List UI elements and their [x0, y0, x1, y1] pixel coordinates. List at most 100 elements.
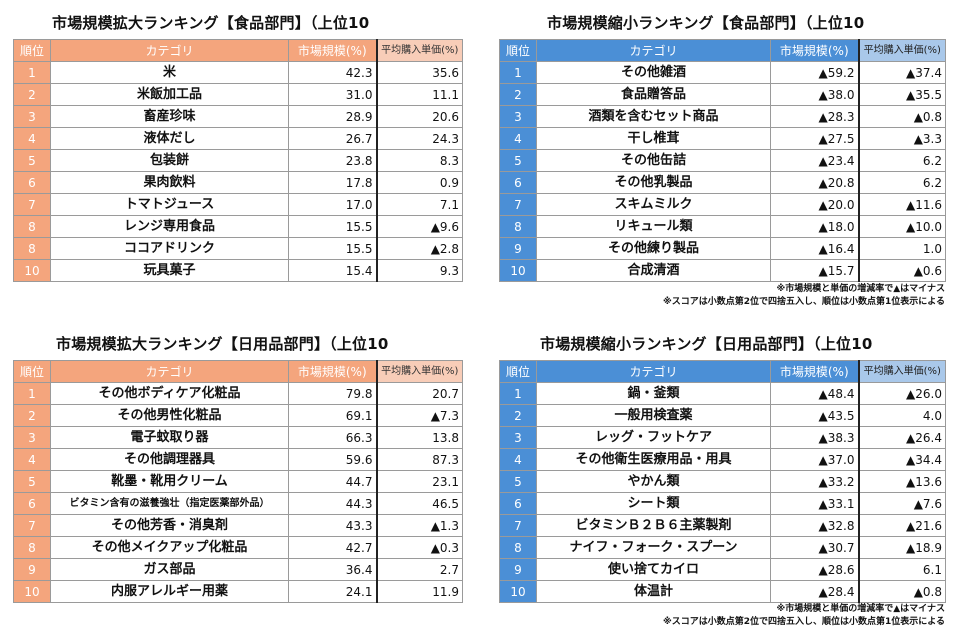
header-category: カテゴリ [50, 39, 289, 62]
market-size-cell: 24.1 [288, 580, 378, 603]
unit-price-cell: 7.1 [376, 193, 463, 216]
table-row: 7 トマトジュース 17.0 7.1 [13, 193, 463, 216]
unit-price-cell: 6.2 [858, 149, 946, 172]
unit-price-cell: ▲0.8 [858, 105, 946, 128]
unit-price-cell: ▲9.6 [376, 215, 463, 238]
panel-title-shrink-daily: 市場規模縮小ランキング【日用品部門】（上位10 [540, 335, 873, 353]
table-row: 4 液体だし 26.7 24.3 [13, 127, 463, 150]
note-line: ※市場規模と単価の増減率で▲はマイナス [776, 604, 946, 614]
rank-cell: 2 [13, 404, 51, 427]
category-cell: 畜産珍味 [50, 105, 289, 128]
table-row: 8 ココアドリンク 15.5 ▲2.8 [13, 237, 463, 260]
header-row: 順位 カテゴリ 市場規模(%) 平均購入単価(%) [499, 360, 946, 383]
market-size-cell: 42.7 [288, 536, 378, 559]
market-size-cell: ▲48.4 [770, 382, 860, 405]
header-category: カテゴリ [536, 39, 771, 62]
rank-cell: 3 [13, 426, 51, 449]
category-cell: ナイフ・フォーク・スプーン [536, 536, 771, 559]
unit-price-cell: ▲0.8 [858, 580, 946, 603]
market-size-cell: 43.3 [288, 514, 378, 537]
table-row: 2 食品贈答品 ▲38.0 ▲35.5 [499, 83, 946, 106]
rank-cell: 9 [13, 558, 51, 581]
unit-price-cell: ▲35.5 [858, 83, 946, 106]
category-cell: スキムミルク [536, 193, 771, 216]
market-size-cell: ▲38.0 [770, 83, 860, 106]
category-cell: 玩具菓子 [50, 259, 289, 282]
category-cell: 酒類を含むセット商品 [536, 105, 771, 128]
unit-price-cell: 13.8 [376, 426, 463, 449]
header-price: 平均購入単価(%) [858, 360, 946, 383]
unit-price-cell: ▲26.4 [858, 426, 946, 449]
unit-price-cell: ▲26.0 [858, 382, 946, 405]
unit-price-cell: 20.7 [376, 382, 463, 405]
rank-cell: 3 [499, 426, 537, 449]
market-size-cell: ▲15.7 [770, 259, 860, 282]
ranking-table-shrink-food: 順位 カテゴリ 市場規模(%) 平均購入単価(%) 1 その他雑酒 ▲59.2 ▲37.4 2 食… [499, 39, 946, 282]
header-rank: 順位 [499, 39, 537, 62]
category-cell: やかん類 [536, 470, 771, 493]
table-row: 9 ガス部品 36.4 2.7 [13, 558, 463, 581]
rank-cell: 1 [13, 382, 51, 405]
header-rank: 順位 [13, 39, 51, 62]
category-cell: トマトジュース [50, 193, 289, 216]
market-size-cell: ▲43.5 [770, 404, 860, 427]
unit-price-cell: ▲7.6 [858, 492, 946, 515]
unit-price-cell: ▲18.9 [858, 536, 946, 559]
category-cell: その他男性化粧品 [50, 404, 289, 427]
rank-cell: 1 [499, 61, 537, 84]
header-row: 順位 カテゴリ 市場規模(%) 平均購入単価(%) [13, 39, 463, 62]
rank-cell: 7 [499, 193, 537, 216]
table-row: 7 ビタミンＢ２Ｂ６主薬製剤 ▲32.8 ▲21.6 [499, 514, 946, 537]
unit-price-cell: 35.6 [376, 61, 463, 84]
unit-price-cell: ▲37.4 [858, 61, 946, 84]
table-row: 8 レンジ専用食品 15.5 ▲9.6 [13, 215, 463, 238]
table-row: 2 一般用検査薬 ▲43.5 4.0 [499, 404, 946, 427]
rank-cell: 4 [13, 127, 51, 150]
table-row: 10 合成清酒 ▲15.7 ▲0.6 [499, 259, 946, 282]
category-cell: 電子蚊取り器 [50, 426, 289, 449]
header-price: 平均購入単価(%) [858, 39, 946, 62]
unit-price-cell: 24.3 [376, 127, 463, 150]
market-size-cell: 15.5 [288, 215, 378, 238]
ranking-table-expand-food: 順位 カテゴリ 市場規模(%) 平均購入単価(%) 1 米 42.3 35.6 2 米飯加工品 31… [13, 39, 463, 282]
rank-cell: 8 [13, 536, 51, 559]
rank-cell: 8 [499, 536, 537, 559]
table-row: 6 シート類 ▲33.1 ▲7.6 [499, 492, 946, 515]
header-rank: 順位 [499, 360, 537, 383]
ranking-table-shrink-daily: 順位 カテゴリ 市場規模(%) 平均購入単価(%) 1 鍋・釜類 ▲48.4 ▲26.0 2 一般… [499, 360, 946, 603]
rank-cell: 8 [13, 237, 51, 260]
category-cell: 食品贈答品 [536, 83, 771, 106]
header-market: 市場規模(%) [288, 39, 378, 62]
market-size-cell: ▲16.4 [770, 237, 860, 260]
rank-cell: 10 [499, 580, 537, 603]
market-size-cell: 17.8 [288, 171, 378, 194]
category-cell: 合成清酒 [536, 259, 771, 282]
rank-cell: 6 [499, 492, 537, 515]
rank-cell: 7 [13, 514, 51, 537]
category-cell: 液体だし [50, 127, 289, 150]
market-size-cell: 15.4 [288, 259, 378, 282]
unit-price-cell: 46.5 [376, 492, 463, 515]
unit-price-cell: 1.0 [858, 237, 946, 260]
market-size-cell: ▲59.2 [770, 61, 860, 84]
category-cell: リキュール類 [536, 215, 771, 238]
table-row: 9 その他練り製品 ▲16.4 1.0 [499, 237, 946, 260]
table-row: 4 その他調理器具 59.6 87.3 [13, 448, 463, 471]
market-size-cell: ▲32.8 [770, 514, 860, 537]
rank-cell: 6 [499, 171, 537, 194]
ranking-table-expand-daily: 順位 カテゴリ 市場規模(%) 平均購入単価(%) 1 その他ボディケア化粧品 79.8 20… [13, 360, 463, 603]
market-size-cell: 36.4 [288, 558, 378, 581]
table-row: 7 その他芳香・消臭剤 43.3 ▲1.3 [13, 514, 463, 537]
market-size-cell: 79.8 [288, 382, 378, 405]
table-row: 5 その他缶詰 ▲23.4 6.2 [499, 149, 946, 172]
rank-cell: 4 [499, 127, 537, 150]
table-row: 3 レッグ・フットケア ▲38.3 ▲26.4 [499, 426, 946, 449]
market-size-cell: 17.0 [288, 193, 378, 216]
panel-title-shrink-food: 市場規模縮小ランキング【食品部門】（上位10 [547, 14, 865, 32]
category-cell: レッグ・フットケア [536, 426, 771, 449]
market-size-cell: 15.5 [288, 237, 378, 260]
header-price: 平均購入単価(%) [376, 39, 463, 62]
table-row: 8 その他メイクアップ化粧品 42.7 ▲0.3 [13, 536, 463, 559]
notes-shrink-daily: ※市場規模と単価の増減率で▲はマイナス ※スコアは小数点第2位で四捨五入し、順位… [663, 603, 945, 629]
rank-cell: 10 [499, 259, 537, 282]
